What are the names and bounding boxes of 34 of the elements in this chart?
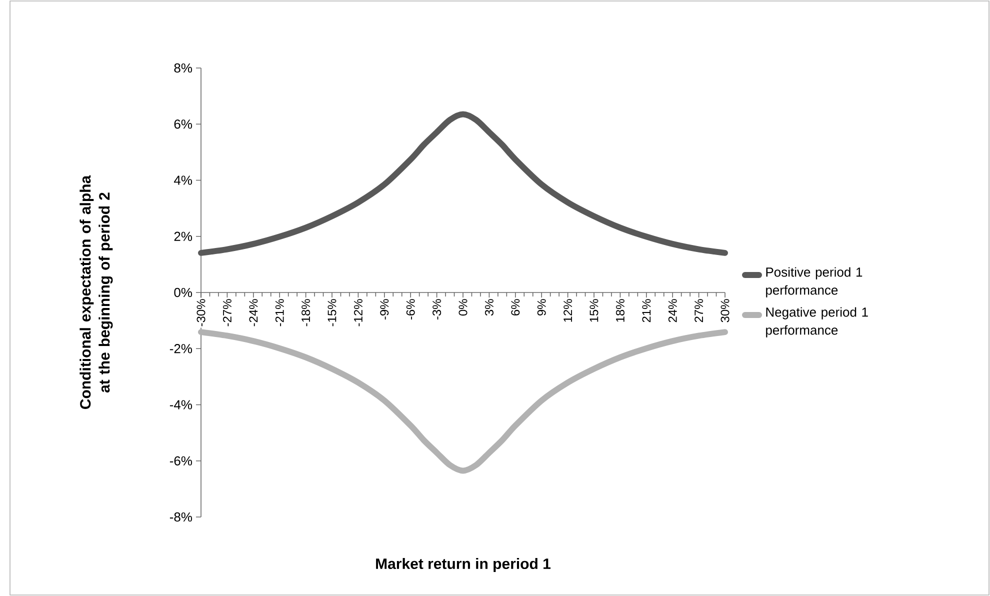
x-tick-label: 9% (537, 299, 546, 316)
x-tick-label: 0% (458, 299, 468, 316)
x-tick-label: 6% (511, 299, 520, 316)
y-tick-label: -2% (170, 344, 192, 354)
legend-label: Negative period 1 performance (766, 307, 868, 338)
y-tick-label: -6% (170, 456, 192, 466)
x-axis-title: Market return in period 1 (376, 558, 551, 572)
x-tick-label: -24% (249, 299, 258, 326)
y-tick-label: 4% (174, 176, 192, 185)
y-tick-label: 0% (174, 288, 192, 298)
x-tick-label: 21% (642, 299, 651, 322)
x-tick-label: -12% (354, 299, 362, 326)
y-tick-label: 8% (174, 63, 192, 73)
x-tick-label: -30% (196, 299, 206, 326)
x-tick-label: 15% (590, 299, 598, 322)
x-tick-label: 18% (616, 299, 624, 322)
x-tick-label: -27% (222, 299, 232, 326)
x-tick-label: -18% (302, 299, 310, 326)
x-tick-label: -15% (328, 299, 336, 326)
y-tick-label: -8% (170, 512, 192, 522)
x-tick-label: 12% (564, 299, 572, 322)
x-tick-label: 3% (484, 299, 494, 316)
y-tick-label: 2% (174, 232, 192, 241)
x-tick-label: -21% (275, 299, 284, 326)
x-tick-label: 30% (720, 299, 730, 322)
y-tick-label: -4% (170, 400, 192, 410)
legend-label: Positive period 1 performance (766, 267, 862, 298)
x-tick-label: 24% (668, 299, 677, 322)
y-axis-title: Conditional expectation of alpha at the beginning of period 2 (80, 175, 113, 409)
x-tick-label: 27% (694, 299, 704, 322)
x-tick-label: -9% (380, 299, 389, 320)
x-tick-label: -6% (406, 299, 415, 320)
x-tick-label: -3% (432, 299, 442, 320)
y-tick-label: 6% (174, 120, 192, 129)
